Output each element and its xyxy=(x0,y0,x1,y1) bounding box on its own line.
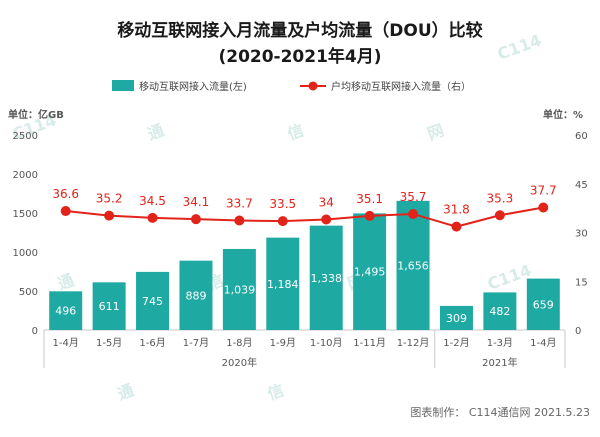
x-axis-tick-label: 1-6月 xyxy=(139,337,165,349)
left-axis-tick-label: 500 xyxy=(19,287,38,298)
year-label: 2021年 xyxy=(482,356,517,369)
line-marker xyxy=(190,214,201,225)
bar xyxy=(309,225,343,330)
legend-bar-label: 移动互联网接入流量(左) xyxy=(139,80,247,93)
legend-bar-swatch xyxy=(112,80,134,91)
bar-value-label: 1,656 xyxy=(397,259,429,272)
line-value-label: 36.6 xyxy=(52,187,79,201)
line-marker xyxy=(451,221,462,232)
x-axis-tick-label: 1-5月 xyxy=(96,337,122,349)
legend-line-marker xyxy=(308,81,318,91)
line-value-label: 37.7 xyxy=(530,183,557,197)
line-marker xyxy=(277,216,288,227)
x-axis-tick-label: 1-4月 xyxy=(530,337,556,349)
left-axis-tick-label: 1500 xyxy=(13,209,38,220)
right-axis-unit: 单位：% xyxy=(543,108,583,121)
bar-value-label: 745 xyxy=(142,295,163,308)
x-axis-tick-label: 1-2月 xyxy=(443,337,469,349)
bar xyxy=(266,237,300,330)
x-axis-tick-label: 1-10月 xyxy=(310,337,343,349)
bar-value-label: 482 xyxy=(489,305,510,318)
line-marker xyxy=(538,202,549,213)
right-axis-tick-label: 30 xyxy=(575,229,588,240)
legend-line-label: 户均移动互联网接入流量（右） xyxy=(331,80,471,93)
line-value-label: 31.8 xyxy=(443,203,470,217)
line-value-label: 35.2 xyxy=(96,192,123,206)
line-marker xyxy=(147,212,158,223)
line-value-label: 34.5 xyxy=(139,194,166,208)
bar xyxy=(179,260,213,330)
bars: 496 611 745 889 1,039 1,184 1,338 1,495 1,656 309… xyxy=(49,200,560,330)
bar-value-label: 889 xyxy=(185,289,206,302)
watermark-text: C114 xyxy=(485,260,534,293)
x-axis-tick-label: 1-7月 xyxy=(183,337,209,349)
watermark-text: 网 xyxy=(425,120,447,143)
right-axis-tick-label: 60 xyxy=(575,131,588,142)
line-series: 36.6 35.2 34.5 34.1 33.7 33.5 34 35.1 35.7 31.8 35… xyxy=(52,183,557,232)
watermark-text: 通 xyxy=(55,270,77,293)
year-label: 2020年 xyxy=(222,356,257,369)
watermark-text: 信 xyxy=(285,120,307,143)
right-axis-tick-label: 45 xyxy=(575,180,588,191)
line-marker xyxy=(494,210,505,221)
bar-value-label: 1,184 xyxy=(267,278,299,291)
line-value-label: 35.3 xyxy=(487,191,514,205)
bar xyxy=(526,278,560,330)
x-axis-tick-label: 1-11月 xyxy=(353,337,386,349)
right-axis-tick-label: 15 xyxy=(575,277,588,288)
bar xyxy=(439,305,473,330)
legend: 移动互联网接入流量(左) 户均移动互联网接入流量（右） xyxy=(112,80,471,93)
line-value-label: 34.1 xyxy=(183,195,210,209)
axes: 0 500 1000 1500 2000 2500 0 15 30 45 60 1-4月 1-5月 1-6… xyxy=(13,131,588,369)
watermark-text: C114 xyxy=(495,30,544,63)
x-axis-tick-label: 1-12月 xyxy=(397,337,430,349)
left-axis-unit: 单位：亿GB xyxy=(8,108,64,121)
bar-value-label: 659 xyxy=(533,298,554,311)
right-axis-tick-label: 0 xyxy=(575,326,581,337)
x-axis-tick-label: 1-8月 xyxy=(226,337,252,349)
bar xyxy=(49,291,83,330)
line-value-label: 35.1 xyxy=(356,192,383,206)
left-axis-tick-label: 1000 xyxy=(13,248,38,259)
bar-value-label: 496 xyxy=(55,305,76,318)
watermark-text: 信 xyxy=(265,380,287,403)
line-marker xyxy=(104,210,115,221)
bar xyxy=(483,292,517,330)
x-axis-tick-label: 1-3月 xyxy=(487,337,513,349)
line-value-label: 35.7 xyxy=(400,190,427,204)
x-axis-tick-label: 1-4月 xyxy=(53,337,79,349)
line-path xyxy=(65,206,544,228)
chart-title-line1: 移动互联网接入月流量及户均流量（DOU）比较 xyxy=(117,20,482,41)
footer-credit: 图表制作： C114通信网 2021.5.23 xyxy=(410,405,590,419)
line-marker xyxy=(60,206,71,217)
bar xyxy=(92,282,126,330)
chart-title-line2: (2020-2021年4月) xyxy=(218,46,381,67)
bar-value-label: 1,338 xyxy=(310,272,342,285)
line-marker xyxy=(234,215,245,226)
left-axis-tick-label: 0 xyxy=(32,326,38,337)
bar xyxy=(353,213,387,330)
line-value-label: 33.5 xyxy=(269,197,296,211)
line-marker xyxy=(408,208,419,219)
bar-value-label: 611 xyxy=(99,300,120,313)
line-marker xyxy=(364,210,375,221)
bar-value-label: 1,039 xyxy=(224,283,256,296)
bar xyxy=(222,248,256,330)
left-axis-tick-label: 2500 xyxy=(13,131,38,142)
bar-value-label: 1,495 xyxy=(354,266,386,279)
line-value-label: 33.7 xyxy=(226,196,253,210)
watermark-text: 通 xyxy=(145,120,167,143)
x-axis-tick-label: 1-9月 xyxy=(270,337,296,349)
left-axis-tick-label: 2000 xyxy=(13,170,38,181)
bar xyxy=(136,271,170,330)
bar-value-label: 309 xyxy=(446,312,467,325)
line-marker xyxy=(321,214,332,225)
watermark-text: 通 xyxy=(115,380,137,403)
line-value-label: 34 xyxy=(319,196,334,210)
bar xyxy=(396,200,430,330)
